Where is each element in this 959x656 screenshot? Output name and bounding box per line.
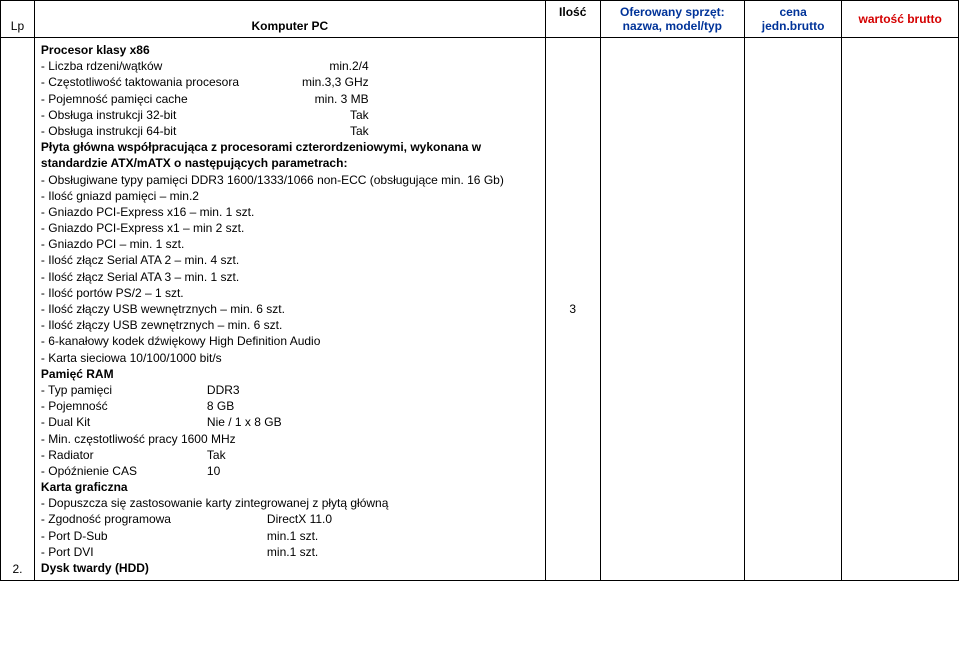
data-row: 2. Procesor klasy x86 - Liczba rdzeni/wą… [1,38,959,581]
hdr-spec: Komputer PC [34,1,545,38]
gpu-dx: - Zgodność programowaDirectX 11.0 [41,511,539,527]
hdr-offered: Oferowany sprzęt:nazwa, model/typ [600,1,744,38]
ram-type: - Typ pamięciDDR3 [41,382,539,398]
ram-header: Pamięć RAM [41,366,539,382]
cell-spec: Procesor klasy x86 - Liczba rdzeni/wątkó… [34,38,545,581]
mb-header: Płyta główna współpracująca z procesoram… [41,139,539,171]
mb-slots: - Ilość gniazd pamięci – min.2 [41,188,539,204]
spec-content: Procesor klasy x86 - Liczba rdzeni/wątkó… [41,42,539,576]
ram-kit: - Dual KitNie / 1 x 8 GB [41,414,539,430]
ram-cas: - Opóźnienie CAS10 [41,463,539,479]
ram-freq: - Min. częstotliwość pracy 1600 MHz [41,431,539,447]
mb-ddr: - Obsługiwane typy pamięci DDR3 1600/133… [41,172,539,188]
hdr-lp: Lp [1,1,35,38]
cpu-clock: - Częstotliwość taktowania procesoramin.… [41,74,539,90]
gpu-dvi: - Port DVImin.1 szt. [41,544,539,560]
hdr-qty: Ilość [545,1,600,38]
cell-unit [744,38,841,581]
cpu-cache: - Pojemność pamięci cachemin. 3 MB [41,91,539,107]
ram-rad: - RadiatorTak [41,447,539,463]
mb-usb-int: - Ilość złączy USB wewnętrznych – min. 6… [41,301,539,317]
cell-offered [600,38,744,581]
mb-pcie1: - Gniazdo PCI-Express x1 – min 2 szt. [41,220,539,236]
header-row: Lp Komputer PC Ilość Oferowany sprzęt:na… [1,1,959,38]
cell-value [842,38,959,581]
mb-sata2: - Ilość złącz Serial ATA 2 – min. 4 szt. [41,252,539,268]
cpu-instr32: - Obsługa instrukcji 32-bitTak [41,107,539,123]
gpu-header: Karta graficzna [41,479,539,495]
mb-sata3: - Ilość złącz Serial ATA 3 – min. 1 szt. [41,269,539,285]
gpu-dsub: - Port D-Submin.1 szt. [41,528,539,544]
gpu-int: - Dopuszcza się zastosowanie karty zinte… [41,495,539,511]
hdr-unit: cenajedn.brutto [744,1,841,38]
mb-usb-ext: - Ilość złączy USB zewnętrznych – min. 6… [41,317,539,333]
ram-cap: - Pojemność8 GB [41,398,539,414]
cpu-instr64: - Obsługa instrukcji 64-bitTak [41,123,539,139]
mb-pcie16: - Gniazdo PCI-Express x16 – min. 1 szt. [41,204,539,220]
cell-qty: 3 [545,38,600,581]
mb-pci: - Gniazdo PCI – min. 1 szt. [41,236,539,252]
hdd-header: Dysk twardy (HDD) [41,560,539,576]
mb-ps2: - Ilość portów PS/2 – 1 szt. [41,285,539,301]
cpu-header: Procesor klasy x86 [41,42,539,58]
mb-lan: - Karta sieciowa 10/100/1000 bit/s [41,350,539,366]
cell-lp: 2. [1,38,35,581]
spec-table: Lp Komputer PC Ilość Oferowany sprzęt:na… [0,0,959,581]
cpu-cores: - Liczba rdzeni/wątkówmin.2/4 [41,58,539,74]
mb-audio: - 6-kanałowy kodek dźwiękowy High Defini… [41,333,539,349]
hdr-value: wartość brutto [842,1,959,38]
